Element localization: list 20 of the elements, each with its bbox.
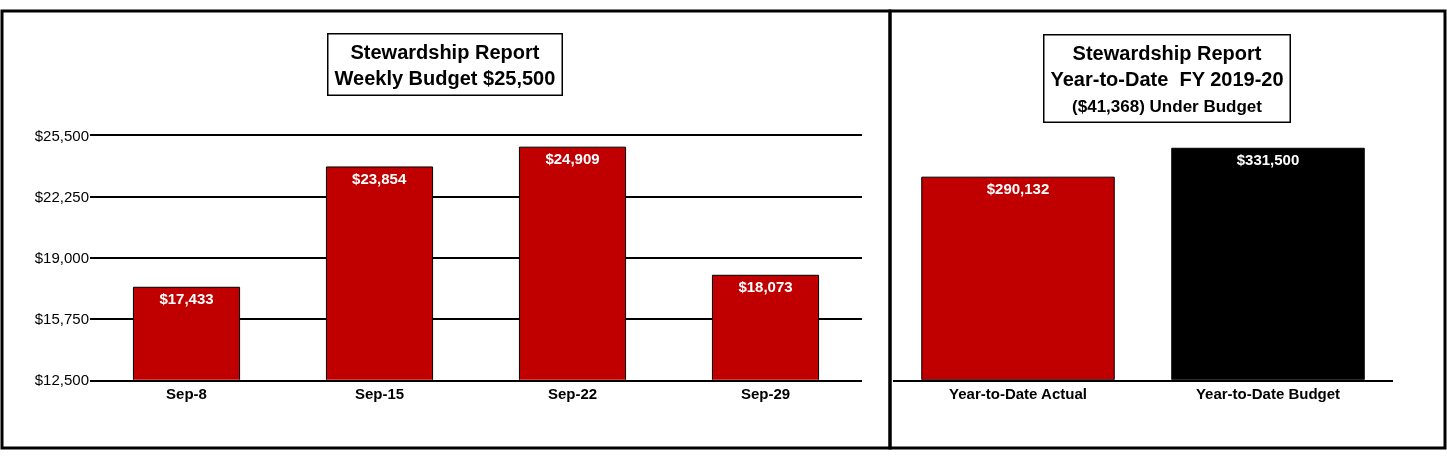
chart-subtitle: ($41,368) Under Budget [1072,96,1263,116]
x-tick-label: Sep-22 [547,385,598,403]
x-tick-label: Sep-8 [166,385,207,403]
chart-title: Stewardship Report Weekly Budget $25,500 [334,40,556,89]
data-label: $17,433 [159,290,214,308]
y-tick-label: $12,500 [34,370,89,388]
y-tick-label: $19,000 [34,249,89,267]
data-label: $24,909 [545,150,600,168]
y-tick-label: $15,750 [34,310,89,328]
chart-title: Stewardship Report Year-to-Date FY 2019-20 [1050,41,1284,90]
x-tick-label: Sep-15 [354,385,405,403]
x-tick-label: Year-to-Date Actual [949,385,1087,403]
y-tick-label: $25,500 [34,127,89,145]
y-tick-label: $22,250 [34,188,89,206]
data-label: $331,500 [1236,151,1300,169]
x-tick-label: Year-to-Date Budget [1195,385,1341,403]
x-tick-label: Sep-29 [740,385,791,403]
data-label: $23,854 [352,169,407,187]
data-label: $18,073 [738,278,793,296]
data-label: $290,132 [986,180,1050,198]
